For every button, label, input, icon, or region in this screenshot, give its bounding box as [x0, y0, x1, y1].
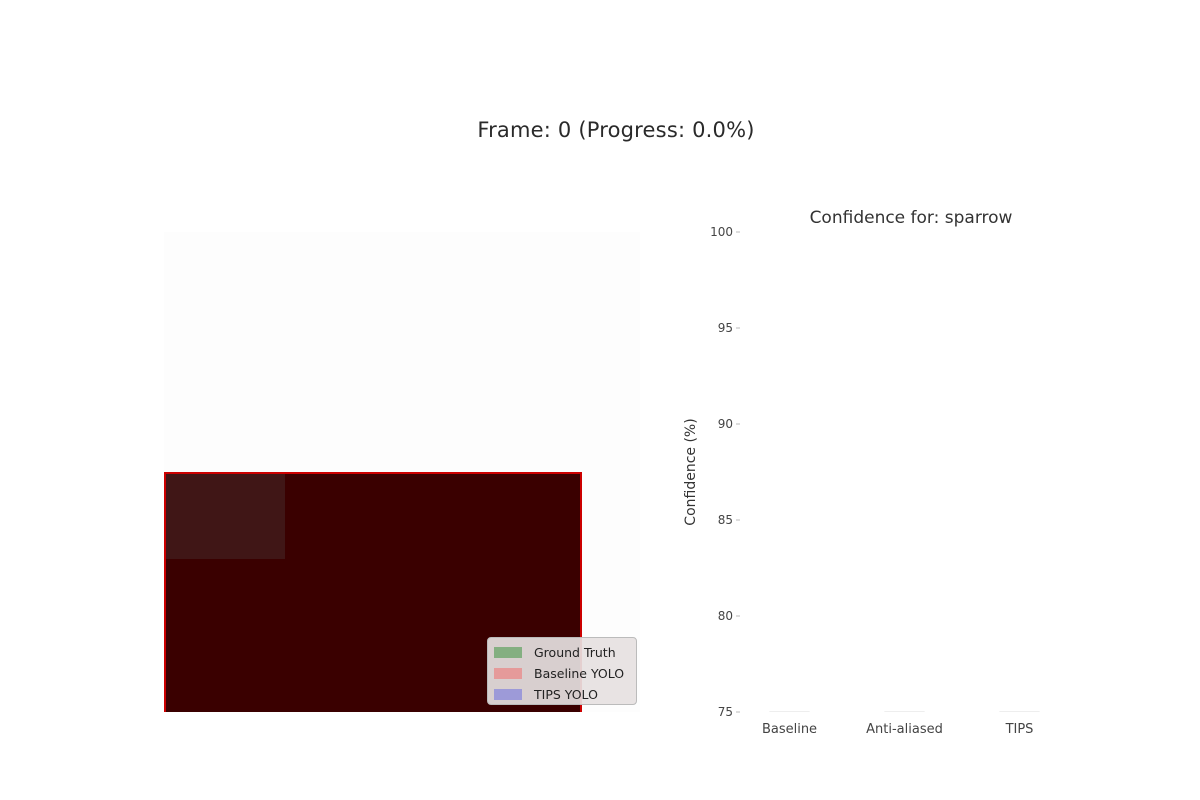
ground-truth-box [166, 474, 285, 559]
bar-tips [999, 711, 1040, 712]
legend-swatch-baseline-yolo [494, 668, 522, 679]
bar-anti-aliased [884, 711, 925, 712]
legend-swatch-tips-yolo [494, 689, 522, 700]
y-tick-label: 85 [718, 513, 733, 527]
legend-label-tips-yolo: TIPS YOLO [534, 687, 598, 702]
x-tick-label: Baseline [762, 722, 817, 737]
legend-label-baseline-yolo: Baseline YOLO [534, 666, 625, 681]
legend-item-ground-truth: Ground Truth [494, 642, 630, 663]
figure-title: Frame: 0 (Progress: 0.0%) [477, 118, 755, 142]
y-axis-ticks: 75 80 85 90 95 100 [710, 225, 740, 719]
y-tick-label: 80 [718, 609, 733, 623]
x-tick-label: Anti-aliased [866, 722, 943, 737]
y-axis-label: Confidence (%) [683, 418, 699, 525]
x-tick-label: TIPS [1005, 722, 1034, 737]
y-tick-label: 95 [718, 321, 733, 335]
legend-label-ground-truth: Ground Truth [534, 645, 616, 660]
y-tick-label: 75 [718, 705, 733, 719]
legend: Ground Truth Baseline YOLO TIPS YOLO [487, 637, 637, 705]
detection-panel: Ground Truth Baseline YOLO TIPS YOLO [164, 232, 640, 712]
chart-title: Confidence for: sparrow [810, 208, 1013, 228]
legend-item-baseline-yolo: Baseline YOLO [494, 663, 630, 684]
bar-baseline [769, 711, 810, 712]
x-axis-ticks: Baseline Anti-aliased TIPS [762, 722, 1034, 737]
y-tick-label: 100 [710, 225, 733, 239]
confidence-bar-chart: Confidence for: sparrow Confidence (%) 7… [683, 208, 1040, 737]
y-tick-label: 90 [718, 417, 733, 431]
legend-item-tips-yolo: TIPS YOLO [494, 684, 630, 705]
legend-swatch-ground-truth [494, 647, 522, 658]
bars [769, 711, 1040, 712]
